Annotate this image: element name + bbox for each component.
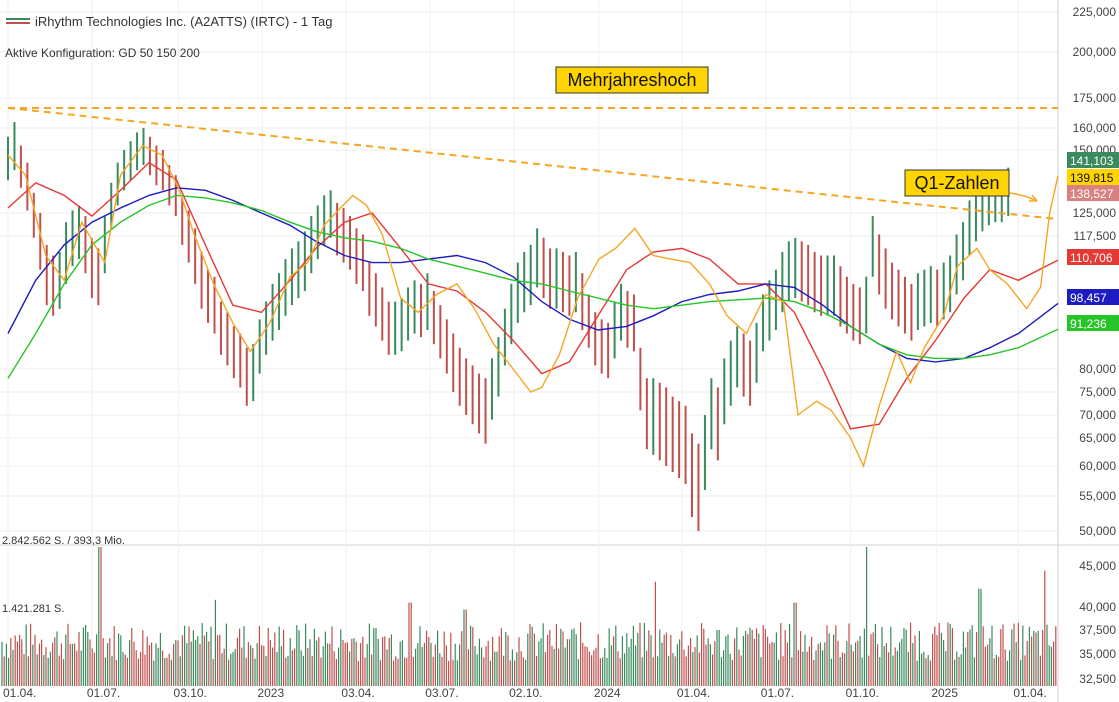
last-value-label: 139,815: [1070, 171, 1114, 185]
time-tick-label: 01.07.: [761, 686, 794, 700]
last-value-label: 138,527: [1070, 187, 1114, 201]
last-value-label: 110,706: [1070, 251, 1113, 265]
badge-layer: 141,103 139,815 138,527 110,706 98,457 91,236: [1067, 152, 1119, 331]
fast-line: [7, 144, 1059, 469]
price-tick-label: 65,000: [1079, 431, 1116, 445]
last-value-label: 98,457: [1070, 291, 1107, 305]
last-value-badge: [1067, 249, 1119, 265]
high-label: Mehrjahreshoch: [567, 70, 696, 90]
last-value-badge: [1067, 152, 1119, 168]
volume-tick-label: 32,500: [1079, 672, 1116, 686]
time-tick-label: 02.10.: [509, 686, 542, 700]
price-tick-label: 200,000: [1073, 45, 1117, 59]
last-value-badge: [1067, 169, 1119, 185]
gd50-line: [7, 161, 1059, 430]
q1-arrowhead: [1029, 194, 1038, 202]
time-tick-label: 01.10.: [846, 686, 879, 700]
price-tick-label: 117,500: [1074, 229, 1117, 243]
time-tick-label: 03.07.: [425, 686, 458, 700]
title-legend: iRhythm Technologies Inc. (A2ATTS) (IRTC…: [6, 14, 332, 29]
volume-top-label: 2.842.562 S. / 393,3 Mio.: [2, 535, 125, 547]
volume-tick-label: 37,500: [1079, 623, 1116, 637]
time-tick-label: 03.10.: [174, 686, 207, 700]
config-label: Aktive Konfiguration: GD 50 150 200: [5, 46, 200, 60]
volume-tick-label: 35,000: [1079, 647, 1116, 661]
volume-tick-label: 40,000: [1079, 600, 1116, 614]
last-value-label: 91,236: [1070, 317, 1107, 331]
gd200-line: [7, 194, 1059, 379]
time-tick-label: 03.04.: [341, 686, 374, 700]
last-value-label: 141,103: [1070, 154, 1114, 168]
volume-layer: [1, 547, 1057, 686]
dash-layer: [7, 107, 1059, 221]
price-tick-label: 225,000: [1073, 5, 1117, 19]
candle-layer: [7, 122, 1010, 531]
price-tick-label: 175,000: [1073, 91, 1117, 105]
last-value-badge: [1067, 289, 1119, 305]
time-tick-label: 2025: [931, 686, 958, 700]
price-tick-label: 55,000: [1079, 489, 1116, 503]
price-tick-label: 60,000: [1079, 459, 1116, 473]
q1-arrow: [1009, 192, 1038, 202]
price-tick-label: 70,000: [1079, 408, 1116, 422]
gd150-line: [7, 187, 1059, 363]
price-tick-label: 80,000: [1079, 362, 1116, 376]
time-tick-label: 01.04.: [1013, 686, 1046, 700]
line-layer: [7, 144, 1059, 469]
price-tick-label: 125,000: [1073, 206, 1117, 220]
time-tick-label: 01.07.: [87, 686, 120, 700]
chart-title: iRhythm Technologies Inc. (A2ATTS) (IRTC…: [35, 14, 332, 29]
price-tick-label: 50,000: [1079, 524, 1116, 538]
price-tick-label: 160,000: [1073, 121, 1117, 135]
volume-mid-label: 1.421.281 S.: [2, 603, 64, 615]
last-value-badge: [1067, 185, 1119, 201]
last-value-badge: [1067, 315, 1119, 331]
volume-tick-label: 45,000: [1079, 559, 1116, 573]
time-tick-label: 01.04.: [3, 686, 36, 700]
time-tick-label: 01.04.: [677, 686, 710, 700]
price-tick-label: 75,000: [1079, 385, 1116, 399]
trend-line: [7, 107, 1059, 221]
q1-label: Q1-Zahlen: [914, 173, 999, 193]
time-tick-label: 2024: [594, 686, 621, 700]
high-annotation: Mehrjahreshoch: [555, 66, 709, 94]
q1-annotation: Q1-Zahlen: [904, 169, 1038, 202]
axis-layer: 225,000200,000175,000160,000150,000125,0…: [3, 5, 1116, 700]
time-tick-label: 2023: [257, 686, 284, 700]
